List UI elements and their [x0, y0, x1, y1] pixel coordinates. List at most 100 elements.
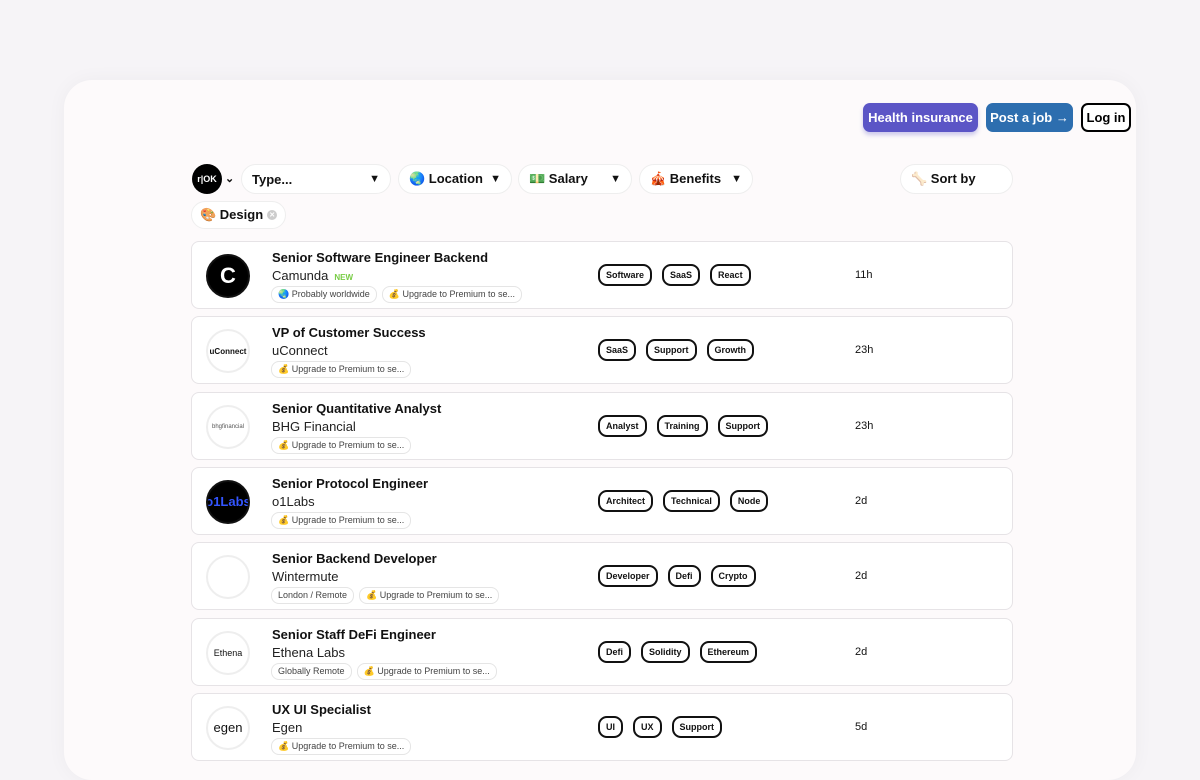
tag-chip[interactable]: Growth: [706, 339, 755, 362]
tag-chip[interactable]: Software: [598, 264, 653, 286]
company-name: uConnect: [272, 343, 328, 359]
sort-by-button[interactable]: 🦴 Sort by: [900, 164, 1013, 194]
benefits-filter[interactable]: 🎪 Benefits ▼: [639, 164, 753, 194]
job-meta: 🌏 Probably worldwide 💰 Upgrade to Premium…: [271, 286, 523, 303]
salary-label: 💵 Salary: [529, 171, 588, 186]
company-name-wrap: o1Labs: [272, 494, 315, 509]
tag-chip[interactable]: Solidity: [641, 640, 690, 663]
job-row[interactable]: egen UX UI Specialist Egen 💰 Upgrade to …: [191, 692, 1013, 761]
type-filter[interactable]: Type... ▼: [241, 164, 391, 194]
company-logo: bhgfinancial: [206, 404, 250, 449]
meta-chip: 💰 Upgrade to Premium to se...: [356, 662, 497, 680]
meta-chip: Globally Remote: [271, 662, 352, 680]
new-badge: NEW: [334, 273, 354, 282]
tag-chip[interactable]: Crypto: [710, 565, 756, 588]
company-name: Camunda: [272, 268, 329, 283]
job-row[interactable]: uConnect VP of Customer Success uConnect…: [191, 316, 1013, 385]
tag-chip[interactable]: UI: [598, 715, 623, 738]
company-name-wrap: Egen: [272, 720, 302, 735]
location-filter[interactable]: 🌏 Location ▼: [398, 164, 512, 194]
tag-chip[interactable]: UX: [633, 715, 662, 738]
job-tags: UI UX Support: [598, 715, 723, 738]
posted-time: 2d: [855, 645, 868, 658]
tag-chip[interactable]: Support: [646, 339, 697, 362]
company-logo: Ethena: [206, 630, 250, 675]
location-label: 🌏 Location: [409, 171, 483, 186]
company-name: Wintermute: [272, 569, 339, 585]
posted-time: 2d: [855, 570, 868, 583]
meta-chip: 💰 Upgrade to Premium to se...: [359, 587, 500, 605]
meta-chip: 💰 Upgrade to Premium to se...: [381, 286, 523, 303]
tag-chip[interactable]: Support: [671, 715, 723, 738]
tag-chip[interactable]: Architect: [598, 489, 654, 512]
sort-label: 🦴 Sort by: [911, 171, 976, 186]
tag-chip[interactable]: SaaS: [598, 339, 637, 362]
company-name: o1Labs: [272, 493, 315, 509]
remove-filter-icon[interactable]: ✕: [267, 210, 278, 220]
tag-chip[interactable]: React: [710, 264, 751, 286]
job-meta: 💰 Upgrade to Premium to se...: [271, 511, 412, 529]
job-title[interactable]: Senior Protocol Engineer: [272, 475, 429, 491]
company-logo: o1Labs: [206, 479, 250, 524]
active-filter-design[interactable]: 🎨 Design ✕: [191, 201, 287, 229]
tag-chip[interactable]: Defi: [598, 640, 632, 663]
job-title[interactable]: VP of Customer Success: [272, 325, 426, 341]
chevron-down-icon: ▼: [369, 173, 380, 185]
job-row[interactable]: bhgfinancial Senior Quantitative Analyst…: [191, 391, 1013, 460]
job-tags: Developer Defi Crypto: [598, 565, 756, 588]
chevron-down-icon: ▼: [731, 173, 742, 185]
tag-chip[interactable]: SaaS: [662, 264, 701, 286]
company-name: Ethena Labs: [272, 644, 346, 660]
tag-chip[interactable]: Technical: [663, 489, 720, 512]
benefits-label: 🎪 Benefits: [650, 171, 722, 186]
company-name-wrap: Wintermute: [272, 569, 338, 584]
meta-chip: London / Remote: [271, 587, 355, 605]
job-title[interactable]: Senior Staff DeFi Engineer: [272, 626, 436, 642]
company-logo: egen: [206, 705, 250, 750]
job-row[interactable]: C Senior Software Engineer Backend Camun…: [191, 241, 1013, 309]
meta-chip: 💰 Upgrade to Premium to se...: [271, 361, 412, 379]
job-meta: London / Remote 💰 Upgrade to Premium to s…: [271, 587, 500, 605]
job-title[interactable]: Senior Quantitative Analyst: [272, 400, 442, 416]
meta-chip: 💰 Upgrade to Premium to se...: [271, 737, 412, 755]
tag-chip[interactable]: Analyst: [598, 414, 647, 437]
job-title[interactable]: Senior Backend Developer: [272, 551, 437, 567]
job-row[interactable]: o1Labs Senior Protocol Engineer o1Labs 💰…: [191, 466, 1013, 535]
company-logo: C: [206, 254, 250, 298]
company-name-wrap: BHG Financial: [272, 419, 356, 434]
salary-filter[interactable]: 💵 Salary ▼: [518, 164, 632, 194]
chevron-down-icon: ▼: [610, 173, 621, 185]
job-row[interactable]: Senior Backend Developer Wintermute Lond…: [191, 542, 1013, 611]
tag-chip[interactable]: Ethereum: [699, 640, 758, 663]
login-button[interactable]: Log in: [1081, 103, 1131, 132]
job-tags: Analyst Training Support: [598, 414, 769, 437]
tag-chip[interactable]: Developer: [598, 565, 658, 588]
company-name-wrap: uConnect: [272, 343, 328, 358]
job-meta: 💰 Upgrade to Premium to se...: [271, 737, 412, 755]
post-job-button[interactable]: Post a job →: [986, 103, 1073, 132]
tag-chip[interactable]: Node: [729, 489, 769, 512]
job-title[interactable]: UX UI Specialist: [272, 701, 371, 717]
job-row[interactable]: Ethena Senior Staff DeFi Engineer Ethena…: [191, 617, 1013, 686]
company-name: Egen: [272, 719, 303, 735]
job-title[interactable]: Senior Software Engineer Backend: [272, 250, 489, 265]
posted-time: 2d: [855, 494, 868, 507]
meta-chip: 💰 Upgrade to Premium to se...: [271, 511, 412, 529]
chevron-down-icon[interactable]: ⌄: [225, 173, 235, 185]
design-label: 🎨 Design: [200, 207, 264, 222]
site-logo[interactable]: r|OK: [192, 164, 222, 194]
health-insurance-button[interactable]: Health insurance: [863, 103, 978, 132]
company-name-wrap: Ethena Labs: [272, 645, 345, 660]
job-tags: SaaS Support Growth: [598, 339, 755, 362]
job-tags: Architect Technical Node: [598, 489, 769, 512]
posted-time: 23h: [855, 344, 874, 357]
posted-time: 5d: [855, 720, 868, 733]
tag-chip[interactable]: Training: [656, 414, 708, 437]
job-tags: Defi Solidity Ethereum: [598, 640, 758, 663]
job-meta: Globally Remote 💰 Upgrade to Premium to s…: [271, 662, 497, 680]
posted-time: 23h: [855, 419, 874, 432]
company-name: BHG Financial: [272, 418, 356, 434]
tag-chip[interactable]: Defi: [667, 565, 701, 588]
company-logo: [206, 555, 250, 600]
tag-chip[interactable]: Support: [717, 414, 769, 437]
